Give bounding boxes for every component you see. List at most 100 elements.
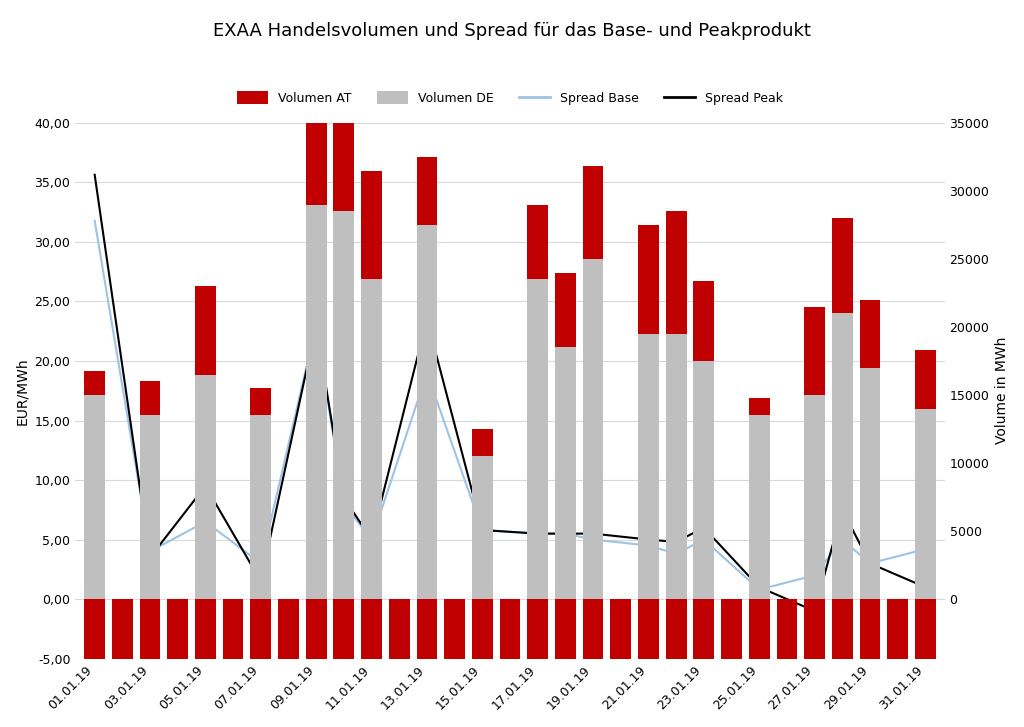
Bar xyxy=(914,350,936,409)
Bar xyxy=(84,371,105,395)
Bar xyxy=(749,415,770,599)
Bar xyxy=(831,218,853,313)
Y-axis label: EUR/MWh: EUR/MWh xyxy=(15,357,29,425)
Bar xyxy=(139,382,161,415)
Bar xyxy=(334,212,354,599)
Bar xyxy=(139,599,161,660)
Bar xyxy=(195,286,216,374)
Bar xyxy=(914,409,936,599)
Bar xyxy=(195,286,216,374)
Bar xyxy=(306,96,327,204)
Bar xyxy=(444,599,465,660)
Bar xyxy=(693,281,714,361)
Bar xyxy=(638,334,658,599)
Bar xyxy=(859,368,881,599)
Bar xyxy=(334,105,354,212)
Bar xyxy=(527,204,548,279)
Bar xyxy=(804,307,825,395)
Bar xyxy=(195,374,216,599)
Bar xyxy=(472,429,493,457)
Bar xyxy=(666,334,686,599)
Bar xyxy=(417,157,437,225)
Bar xyxy=(859,368,881,599)
Bar xyxy=(251,388,271,415)
Bar xyxy=(251,415,271,599)
Bar xyxy=(251,415,271,599)
Bar xyxy=(638,334,658,599)
Bar xyxy=(279,599,299,660)
Bar xyxy=(804,395,825,599)
Bar xyxy=(334,105,354,212)
Bar xyxy=(84,395,105,599)
Bar xyxy=(721,599,742,660)
Bar xyxy=(666,334,686,599)
Bar xyxy=(251,388,271,415)
Bar xyxy=(417,225,437,599)
Bar xyxy=(914,409,936,599)
Y-axis label: Volume in MWh: Volume in MWh xyxy=(995,337,1009,444)
Bar xyxy=(914,350,936,409)
Bar xyxy=(749,398,770,415)
Bar xyxy=(223,599,244,660)
Bar xyxy=(555,348,575,599)
Bar xyxy=(195,374,216,599)
Bar xyxy=(693,361,714,599)
Bar xyxy=(361,279,382,599)
Bar xyxy=(84,599,105,660)
Bar xyxy=(334,212,354,599)
Bar xyxy=(638,599,658,660)
Bar xyxy=(361,279,382,599)
Bar xyxy=(251,599,271,660)
Bar xyxy=(306,204,327,599)
Bar xyxy=(361,171,382,279)
Bar xyxy=(306,96,327,204)
Bar xyxy=(638,225,658,334)
Bar xyxy=(666,599,686,660)
Bar xyxy=(167,599,188,660)
Bar xyxy=(610,599,631,660)
Bar xyxy=(749,398,770,415)
Bar xyxy=(887,599,908,660)
Bar xyxy=(831,599,853,660)
Bar xyxy=(804,395,825,599)
Bar xyxy=(195,599,216,660)
Bar xyxy=(666,212,686,334)
Bar xyxy=(831,218,853,313)
Bar xyxy=(831,313,853,599)
Bar xyxy=(361,599,382,660)
Text: EXAA Handelsvolumen und Spread für das Base- und Peakprodukt: EXAA Handelsvolumen und Spread für das B… xyxy=(213,22,811,40)
Bar xyxy=(914,599,936,660)
Bar xyxy=(306,599,327,660)
Bar xyxy=(583,259,603,599)
Bar xyxy=(749,415,770,599)
Bar xyxy=(389,599,410,660)
Bar xyxy=(527,279,548,599)
Bar xyxy=(804,599,825,660)
Bar xyxy=(555,273,575,348)
Bar xyxy=(139,382,161,415)
Bar xyxy=(749,599,770,660)
Bar xyxy=(831,313,853,599)
Bar xyxy=(306,204,327,599)
Bar xyxy=(500,599,520,660)
Bar xyxy=(693,281,714,361)
Bar xyxy=(859,599,881,660)
Bar xyxy=(84,395,105,599)
Legend: Volumen AT, Volumen DE, Spread Base, Spread Peak: Volumen AT, Volumen DE, Spread Base, Spr… xyxy=(232,87,788,110)
Bar xyxy=(472,599,493,660)
Bar xyxy=(776,599,798,660)
Bar xyxy=(583,259,603,599)
Bar xyxy=(583,166,603,259)
Bar xyxy=(638,225,658,334)
Bar xyxy=(555,348,575,599)
Bar xyxy=(112,599,133,660)
Bar xyxy=(693,361,714,599)
Bar xyxy=(472,429,493,457)
Bar xyxy=(139,415,161,599)
Bar xyxy=(361,171,382,279)
Bar xyxy=(417,225,437,599)
Bar xyxy=(555,273,575,348)
Bar xyxy=(334,599,354,660)
Bar xyxy=(583,599,603,660)
Bar xyxy=(472,457,493,599)
